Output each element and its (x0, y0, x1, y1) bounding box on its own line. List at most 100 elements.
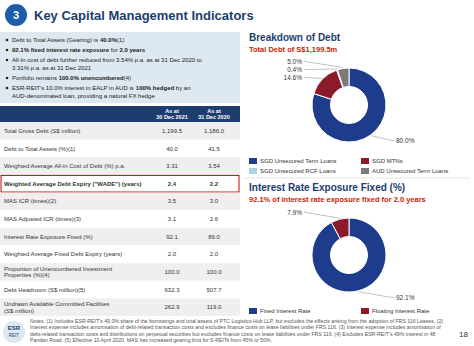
table: As at30 Dec 2021As at31 Dec 2020Total Gr… (0, 106, 240, 316)
legend-label: AUD Unsecured Term Loans (372, 168, 448, 174)
background (0, 0, 474, 346)
table-row-label: MAS ICR (times)(2) (4, 198, 56, 204)
table-row (0, 193, 240, 211)
legend-swatch (249, 168, 257, 174)
title: Key Capital Management Indicators (34, 8, 254, 23)
slice (331, 218, 349, 239)
slice (314, 70, 343, 99)
bullet-dot (6, 49, 9, 52)
bullet-text: Debt to Total Assets (Gearing) is 40.0%(… (12, 37, 124, 43)
legend-swatch (249, 308, 257, 314)
footer-notes-line: Interest expense includes amortisation o… (30, 324, 441, 330)
legend: SGD Unsecured Term LoansSGD MTNsSGD Unse… (249, 158, 448, 174)
bullet-text-segment: (4) (124, 75, 131, 81)
data-label: 0.4% (287, 66, 302, 73)
bullet-text-segment: 40.0% (100, 37, 118, 43)
leader-line (358, 292, 394, 298)
footer-notes-line: Pandan Road. (5) Effective 10 April 2020… (30, 337, 272, 343)
chart-subtitle: Total Debt of S$1,199.5m (249, 45, 338, 54)
bullet-text-segment: 3.31% p.a. as at 31 Dec 2021 (12, 65, 92, 71)
bullet-text-segment: by an (174, 85, 190, 91)
data-label: 92.1% (396, 294, 415, 301)
bullet-text: Portfolio remains 100.0% unencumbered(4) (12, 75, 131, 81)
bullet-text-segment: (1) (117, 37, 124, 43)
legend-swatch (361, 168, 369, 174)
slices (312, 68, 386, 142)
table-cell: 1,199.5 (162, 128, 183, 134)
bullet-points: Debt to Total Assets (Gearing) is 40.0%(… (6, 37, 203, 99)
slice (312, 68, 386, 142)
bullet-panel (0, 32, 240, 103)
leader-line (371, 136, 394, 141)
table-cell: 40.0 (166, 146, 178, 152)
bullet-text-segment: AUD-denominated loan, providing a natura… (12, 93, 155, 99)
table-row-label: Properties (%)(4) (4, 272, 50, 278)
bullet-text-segment: ESR-REIT's 10.0% interest in EALP in AUD… (12, 85, 135, 91)
table-cell: 92.1 (166, 234, 178, 240)
table-cell: 2.2 (210, 181, 219, 187)
table-cell: 89.0 (208, 234, 220, 240)
data-label: 80.0% (396, 137, 415, 144)
panel-divider (244, 178, 470, 179)
chart-title: Interest Rate Exposure Fixed (%) (249, 182, 405, 193)
table-header (0, 106, 240, 122)
bullet-text: ESR-REIT's 10.0% interest in EALP in AUD… (12, 85, 191, 99)
table-row-label: Weighted Average All-in Cost of Debt (%)… (4, 163, 126, 169)
footer-notes: Notes: (1) Includes ESR-REIT's 49.0% sha… (30, 318, 443, 343)
chart: Interest Rate Exposure Fixed (%) 92.1% of… (249, 182, 430, 314)
leader-line (304, 212, 340, 218)
table-cell: 41.5 (208, 146, 220, 152)
bullet-text-segment: All-In cost of debt further reduced from… (12, 57, 202, 63)
table-cell: 3.54 (208, 163, 220, 169)
table-cell: 3.1 (168, 216, 177, 222)
footer-logo-text: REIT (9, 333, 20, 338)
leader-line (304, 62, 344, 68)
title-badge (5, 4, 27, 26)
bullet-text-segment: 2.0 years (119, 47, 145, 53)
page: 3Key Capital Management IndicatorsDebt t… (0, 0, 474, 346)
chart-title: Breakdown of Debt (249, 32, 341, 43)
legend-label: SGD Unsecured RCF Loans (260, 168, 336, 174)
bullet-text-segment: Portfolio remains (12, 75, 59, 81)
table-cell: 507.7 (206, 287, 222, 293)
table-cell: 3.5 (168, 198, 177, 204)
chart-subtitle: 92.1% of interest rate exposure fixed fo… (249, 195, 426, 204)
legend-swatch (361, 308, 369, 314)
table-row-label: Undrawn Available Committed Facilities (4, 301, 109, 307)
footer-notes-line: debt-related transaction costs and distr… (30, 331, 436, 337)
table-cell: 2.0 (210, 251, 219, 257)
data-label: 14.6% (284, 74, 303, 81)
slice (312, 218, 386, 292)
table-row (0, 210, 240, 228)
bullet-text: 92.1% fixed interest rate exposure for 2… (12, 47, 146, 53)
legend-swatch (361, 158, 369, 164)
table-row (0, 122, 240, 140)
table-cell: 1,186.0 (204, 128, 225, 134)
table-cell: 2.0 (168, 251, 177, 257)
bullet-dot (6, 39, 9, 42)
table-cell: 632.3 (164, 287, 180, 293)
table-row-label: Total Gross Debt (S$ million) (4, 128, 80, 134)
table-column-header: As at (165, 108, 179, 114)
table-cell: 119.0 (207, 304, 222, 310)
table-column-header: As at (207, 108, 221, 114)
table-column-header: 31 Dec 2020 (198, 114, 230, 120)
table-column-header: 30 Dec 2021 (156, 114, 188, 120)
table-row-label: Proportion of Unencumbered Investment (4, 266, 112, 272)
legend: Fixed Interest RateFloating Interest Rat… (249, 308, 430, 314)
table-row-label: Debt to Total Assets (%)(1) (4, 146, 75, 152)
table-row-label: (S$ million) (4, 308, 34, 314)
table-row-label: Debt Headroom (S$ million)(5) (4, 287, 85, 293)
page-number: 18 (459, 330, 468, 339)
bullet-dot (6, 77, 9, 80)
table-row (0, 140, 240, 158)
table-cell: 3.31 (166, 163, 178, 169)
leader-line (304, 69, 337, 71)
legend-label: Floating Interest Rate (372, 308, 430, 314)
data-labels: 92.1%7.9% (287, 209, 414, 301)
legend-label: SGD Unsecured Term Loans (260, 158, 337, 164)
footer-logo (3, 321, 25, 343)
bullet-text-segment: 100.0% unencumbered (59, 75, 124, 81)
table-row-label: MAS Adjusted ICR (times)(3) (4, 216, 81, 222)
bullet-text-segment: for (109, 47, 119, 53)
